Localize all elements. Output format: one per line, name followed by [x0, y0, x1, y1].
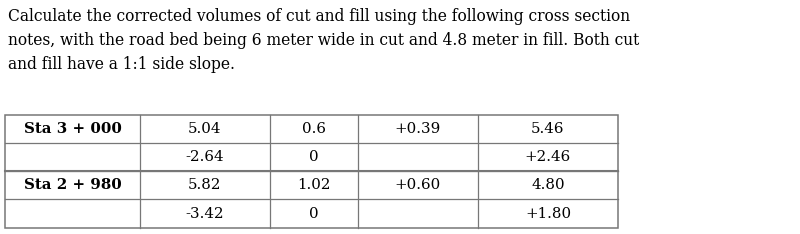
Text: +1.80: +1.80	[525, 206, 571, 220]
Text: notes, with the road bed being 6 meter wide in cut and 4.8 meter in fill. Both c: notes, with the road bed being 6 meter w…	[8, 32, 639, 49]
Text: Calculate the corrected volumes of cut and fill using the following cross sectio: Calculate the corrected volumes of cut a…	[8, 8, 630, 25]
Text: -3.42: -3.42	[186, 206, 224, 220]
Text: -2.64: -2.64	[186, 150, 224, 164]
Text: +0.60: +0.60	[395, 178, 441, 192]
Text: 5.04: 5.04	[188, 122, 222, 136]
Text: +2.46: +2.46	[525, 150, 571, 164]
Text: +0.39: +0.39	[395, 122, 441, 136]
Text: 4.80: 4.80	[531, 178, 565, 192]
Text: 0: 0	[309, 150, 319, 164]
Text: 5.46: 5.46	[531, 122, 565, 136]
Text: 1.02: 1.02	[298, 178, 330, 192]
Text: 0: 0	[309, 206, 319, 220]
Text: Sta 3 + 000: Sta 3 + 000	[23, 122, 122, 136]
Text: Sta 2 + 980: Sta 2 + 980	[24, 178, 122, 192]
Text: 5.82: 5.82	[188, 178, 222, 192]
Text: and fill have a 1:1 side slope.: and fill have a 1:1 side slope.	[8, 56, 235, 73]
Text: 0.6: 0.6	[302, 122, 326, 136]
